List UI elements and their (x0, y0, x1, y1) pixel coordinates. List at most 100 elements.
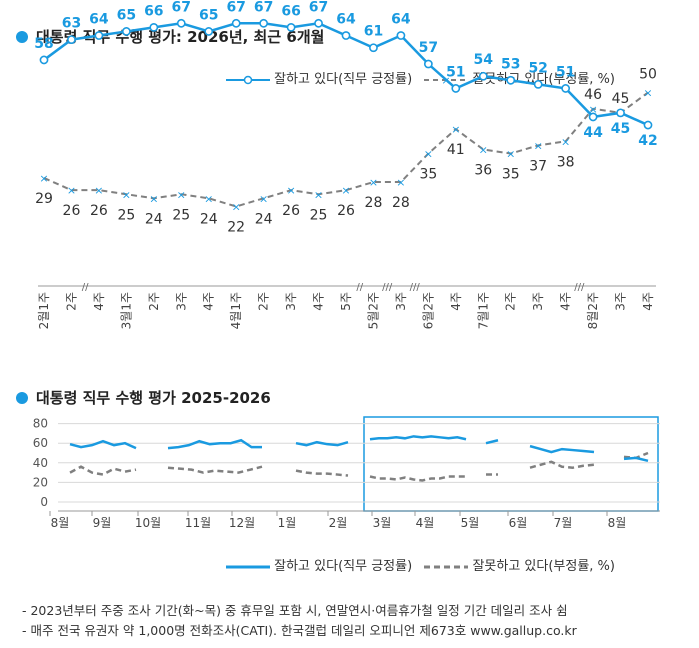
legend2-positive-label: 잘하고 있다(직무 긍정률) (274, 559, 413, 574)
chart2-plot: 0 20 40 60 80 8월 9월 10월 11월 12월 1월 2월 3월 4월 5월 6월 7월 8월 (33, 416, 660, 530)
y-tick-label: 0 (40, 495, 48, 509)
positive-point (588, 112, 598, 122)
negative-point: × (479, 143, 488, 156)
negative-point: × (314, 188, 323, 201)
category-label: 4주 (449, 292, 463, 311)
category-label: 3주 (284, 292, 298, 311)
positive-point (231, 18, 241, 28)
chart2-title-text: 대통령 직무 수행 평가 2025-2026 (36, 389, 271, 407)
positive-point (259, 18, 269, 28)
negative-data-label: 37 (529, 158, 547, 174)
chart2-legend: 잘하고 있다(직무 긍정률) 잘못하고 있다(부정률, %) (226, 555, 615, 574)
negative-point: × (122, 188, 131, 201)
negative-data-label: 24 (200, 211, 218, 227)
positive-data-label: 61 (364, 24, 383, 40)
negative-series-segment (369, 475, 466, 482)
positive-series-segment (167, 438, 262, 450)
negative-point: × (94, 184, 103, 197)
negative-point: × (506, 148, 515, 161)
negative-data-label: 26 (282, 203, 300, 219)
positive-data-label: 42 (638, 133, 657, 149)
negative-data-label: 35 (502, 167, 520, 183)
positive-point (149, 22, 159, 32)
positive-data-label: 57 (419, 40, 438, 56)
category-label: 8월2주 (586, 292, 600, 329)
x-tick-label: 12월 (229, 516, 255, 530)
positive-data-label: 44 (583, 125, 603, 141)
category-label: 2주 (257, 292, 271, 311)
positive-series-segment (529, 444, 595, 454)
negative-data-label: 26 (337, 203, 355, 219)
positive-data-label: 67 (172, 0, 191, 15)
negative-point: × (588, 103, 597, 116)
positive-series-segment (69, 439, 137, 450)
y-tick-label: 80 (33, 417, 48, 431)
category-label: 4주 (312, 292, 326, 311)
negative-data-label: 25 (172, 207, 190, 223)
negative-data-label: 46 (584, 87, 602, 103)
positive-data-label: 58 (34, 36, 53, 52)
category-label: 3주 (174, 292, 188, 311)
category-label: 7월1주 (476, 292, 490, 329)
axis-break-mark: // (356, 282, 363, 293)
category-label: 2주 (147, 292, 161, 311)
positive-point (369, 43, 378, 53)
chart1-title-text: 대통령 직무 수행 평가: 2026년, 최근 6개월 (36, 28, 325, 46)
x-tick-label: 8월 (51, 516, 70, 530)
negative-point: × (341, 184, 350, 197)
positive-point (561, 84, 571, 93)
x-tick-label: 4월 (416, 516, 435, 530)
positive-data-label: 67 (226, 0, 245, 15)
legend2-negative-label: 잘못하고 있다(부정률, %) (472, 559, 615, 574)
category-label: 5주 (339, 292, 353, 311)
x-tick-label: 9월 (93, 516, 112, 530)
bullet-dot-icon (16, 392, 28, 404)
positive-data-label: 63 (62, 16, 81, 32)
footnote-2: - 매주 전국 유권자 약 1,000명 전화조사(CATI). 한국갤럽 데일… (22, 623, 577, 638)
positive-point (506, 75, 516, 85)
positive-point (478, 71, 488, 81)
category-label: 2주 (64, 292, 78, 311)
negative-data-label: 45 (612, 91, 630, 107)
negative-point: × (534, 139, 543, 152)
footnote-1: - 2023년부터 주중 조사 기간(화~목) 중 휴무일 포함 시, 연말연시… (22, 603, 568, 618)
legend-positive-label: 잘하고 있다(직무 긍정률) (274, 72, 413, 87)
positive-point (616, 108, 625, 118)
positive-data-label: 66 (144, 3, 163, 19)
negative-data-label: 26 (90, 203, 108, 219)
negative-data-label: 25 (117, 207, 135, 223)
positive-data-label: 54 (474, 52, 494, 68)
legend-positive-icon (226, 75, 270, 84)
negative-series-segment (295, 469, 349, 477)
negative-series-segment (167, 465, 263, 474)
positive-data-label: 51 (556, 64, 575, 80)
positive-point (643, 120, 653, 130)
y-tick-label: 60 (33, 436, 48, 450)
negative-series-segment (69, 465, 137, 476)
category-label: 3주 (394, 292, 408, 311)
chart1-title: 대통령 직무 수행 평가: 2026년, 최근 6개월 (16, 26, 324, 47)
negative-point: × (259, 192, 268, 205)
category-label: 4월1주 (229, 292, 243, 329)
x-tick-label: 3월 (373, 516, 392, 530)
positive-data-label: 67 (309, 0, 328, 15)
positive-data-label: 45 (611, 121, 630, 137)
positive-point (451, 84, 461, 93)
positive-point (423, 59, 433, 69)
positive-data-label: 65 (199, 7, 218, 23)
axis-break-mark: /// (574, 282, 585, 293)
positive-point (94, 31, 104, 40)
y-tick-label: 20 (33, 475, 48, 489)
x-tick-label: 10월 (135, 516, 161, 530)
negative-data-label: 50 (639, 67, 657, 83)
negative-data-label: 41 (447, 142, 465, 158)
positive-data-label: 51 (446, 64, 465, 80)
negative-point: × (643, 87, 652, 100)
negative-point: × (67, 184, 76, 197)
positive-data-label: 64 (391, 12, 411, 28)
chart1-plot: /////////////×29×26×26×25×24×25×24×22×24… (34, 0, 657, 329)
negative-data-label: 22 (227, 219, 245, 235)
y-tick-label: 40 (33, 456, 48, 470)
positive-data-label: 53 (501, 56, 520, 72)
positive-point (341, 31, 351, 40)
